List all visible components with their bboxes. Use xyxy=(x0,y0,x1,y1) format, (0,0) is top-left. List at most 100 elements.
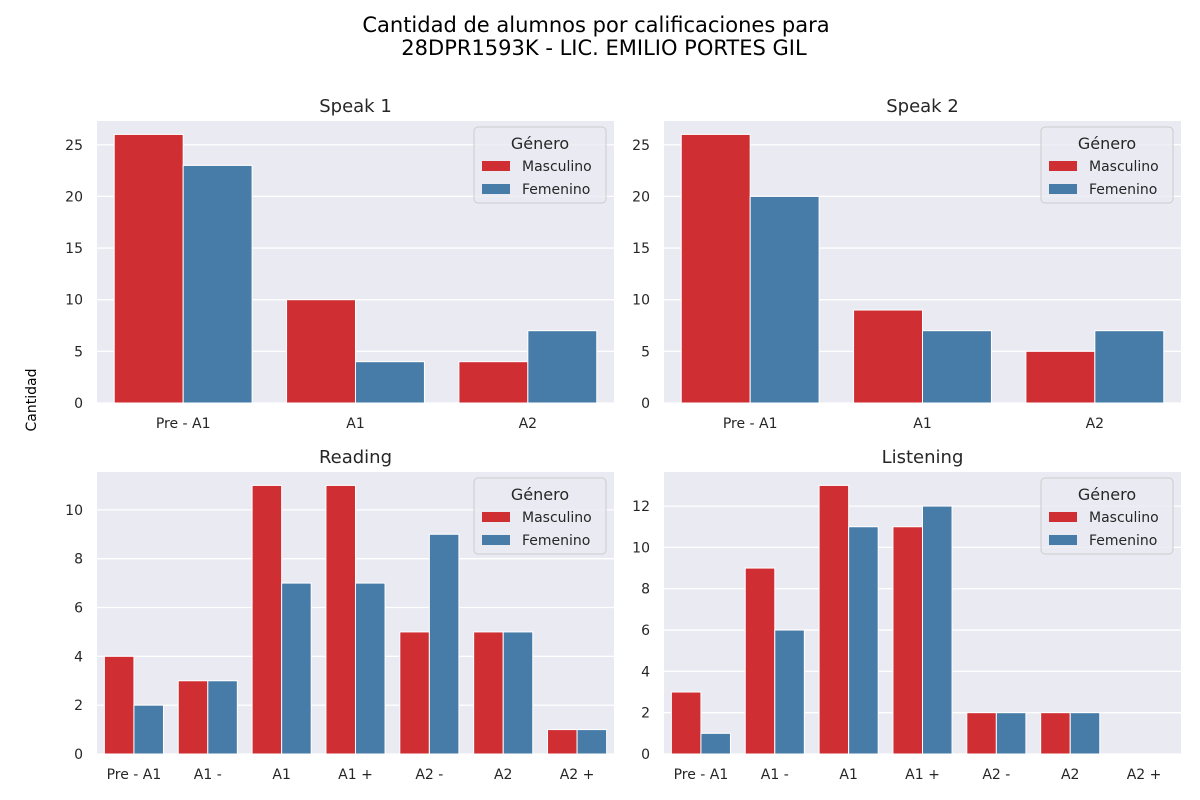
y-tick-label: 10 xyxy=(65,293,83,309)
legend-label-masculino: Masculino xyxy=(522,510,592,526)
x-tick-label: A2 xyxy=(494,767,512,783)
x-tick-label: A1 xyxy=(913,416,931,432)
y-tick-label: 5 xyxy=(74,344,83,360)
x-tick-label: A1 xyxy=(839,767,857,783)
figure-title-line1: Cantidad de alumnos por calificaciones p… xyxy=(362,13,829,37)
panel-title: Speak 2 xyxy=(886,96,959,117)
panel-title: Listening xyxy=(882,447,964,468)
y-tick-label: 8 xyxy=(74,552,83,568)
y-tick-label: 4 xyxy=(641,664,650,680)
legend-title: Género xyxy=(511,134,569,153)
bar-femenino-pre-a1 xyxy=(133,704,164,755)
panel-title: Reading xyxy=(319,447,392,468)
legend-title: Género xyxy=(1078,134,1136,153)
x-tick-label: A1 + xyxy=(338,767,373,783)
y-tick-label: 10 xyxy=(65,503,83,519)
x-tick-label: A2 + xyxy=(1127,767,1162,783)
y-tick-label: 25 xyxy=(632,138,650,154)
x-tick-label: Pre - A1 xyxy=(674,767,729,783)
y-tick-label: 4 xyxy=(74,649,83,665)
bar-masculino-a2 xyxy=(458,361,529,404)
y-axis-label: Cantidad xyxy=(24,369,40,432)
y-tick-label: 25 xyxy=(65,138,83,154)
legend-label-masculino: Masculino xyxy=(1089,510,1159,526)
bar-masculino-a2- xyxy=(399,631,430,755)
y-tick-label: 15 xyxy=(632,241,650,257)
bar-masculino-a1- xyxy=(325,484,357,755)
y-tick-label: 12 xyxy=(632,499,650,515)
bar-femenino-pre-a1 xyxy=(700,732,731,755)
bar-masculino-a1 xyxy=(251,484,283,755)
bar-masculino-a1 xyxy=(818,484,850,755)
y-tick-label: 20 xyxy=(65,189,83,205)
bar-masculino-pre-a1 xyxy=(680,133,751,404)
figure-title-line2: 28DPR1593K - LIC. EMILIO PORTES GIL xyxy=(401,36,807,60)
x-tick-label: A2 xyxy=(1061,767,1079,783)
bar-femenino-a2 xyxy=(1069,712,1101,755)
legend-swatch-masculino xyxy=(482,512,510,522)
bar-masculino-a1- xyxy=(744,567,776,755)
legend-label-femenino: Femenino xyxy=(522,533,590,549)
x-tick-label: A2 + xyxy=(560,767,595,783)
bar-masculino-a1- xyxy=(892,526,924,755)
legend-swatch-masculino xyxy=(1049,161,1077,171)
legend-swatch-masculino xyxy=(1049,512,1077,522)
legend-swatch-femenino xyxy=(1049,535,1077,545)
chart-panel-2: 0 5 10 15 20 25 Pre - A1 A1 A2 Speak 2 Género Mascu… xyxy=(632,96,1181,432)
bar-femenino-pre-a1 xyxy=(182,164,253,404)
bar-masculino-a1 xyxy=(853,309,923,404)
bar-masculino-a2 xyxy=(473,631,504,755)
legend-label-femenino: Femenino xyxy=(522,182,590,198)
legend: Género Masculino Femenino xyxy=(1040,126,1174,204)
legend: Género Masculino Femenino xyxy=(473,126,607,204)
bar-masculino-pre-a1 xyxy=(113,133,184,404)
bar-femenino-a2- xyxy=(576,729,608,755)
chart-panel-3: 0 2 4 6 8 10 Pre - A1 A1 - A1 A1 + A2 - A2 A2 + Readi… xyxy=(65,447,614,783)
y-tick-label: 2 xyxy=(74,698,83,714)
bar-femenino-a2 xyxy=(502,631,534,755)
bar-masculino-a2- xyxy=(966,712,997,755)
chart-panel-1: 0 5 10 15 20 25 Pre - A1 A1 A2 Speak 1 Género Mascu… xyxy=(65,96,614,432)
bar-femenino-a1- xyxy=(922,505,953,755)
bar-femenino-a2- xyxy=(995,712,1027,755)
legend-swatch-femenino xyxy=(1049,184,1077,194)
x-tick-label: A1 xyxy=(346,416,364,432)
bar-femenino-a1 xyxy=(922,330,992,404)
bar-femenino-a1 xyxy=(355,361,425,404)
bar-femenino-a1- xyxy=(207,680,238,755)
y-tick-label: 0 xyxy=(641,396,650,412)
y-tick-label: 10 xyxy=(632,293,650,309)
legend-swatch-femenino xyxy=(482,184,510,194)
bar-masculino-a2- xyxy=(547,729,578,755)
y-tick-label: 0 xyxy=(74,747,83,763)
x-tick-label: A2 - xyxy=(415,767,443,783)
legend-label-masculino: Masculino xyxy=(522,159,592,175)
bar-masculino-pre-a1 xyxy=(103,655,135,755)
bar-femenino-a1 xyxy=(848,526,879,755)
y-tick-label: 0 xyxy=(74,396,83,412)
bar-masculino-a2 xyxy=(1025,350,1096,404)
x-tick-label: A1 xyxy=(272,767,290,783)
x-tick-label: Pre - A1 xyxy=(107,767,162,783)
y-tick-label: 0 xyxy=(641,747,650,763)
bar-femenino-pre-a1 xyxy=(749,195,820,404)
chart-panel-4: 0 2 4 6 8 10 12 Pre - A1 A1 - A1 A1 + A2 - A2 A2 + Lis… xyxy=(632,447,1181,783)
bar-femenino-a2 xyxy=(527,330,598,404)
y-tick-label: 8 xyxy=(641,582,650,598)
x-tick-label: A2 - xyxy=(982,767,1010,783)
y-tick-label: 6 xyxy=(641,623,650,639)
legend: Género Masculino Femenino xyxy=(473,477,607,555)
y-tick-label: 5 xyxy=(641,344,650,360)
bar-masculino-a1 xyxy=(286,299,357,404)
x-tick-label: A1 + xyxy=(905,767,940,783)
bar-masculino-a2 xyxy=(1040,712,1071,755)
legend-label-femenino: Femenino xyxy=(1089,182,1157,198)
legend-swatch-masculino xyxy=(482,161,510,171)
legend-title: Género xyxy=(511,485,569,504)
x-tick-label: A1 - xyxy=(761,767,789,783)
bar-femenino-a2 xyxy=(1094,330,1165,404)
y-tick-label: 6 xyxy=(74,601,83,617)
bar-femenino-a1 xyxy=(281,582,312,755)
bar-femenino-a2- xyxy=(428,533,460,755)
